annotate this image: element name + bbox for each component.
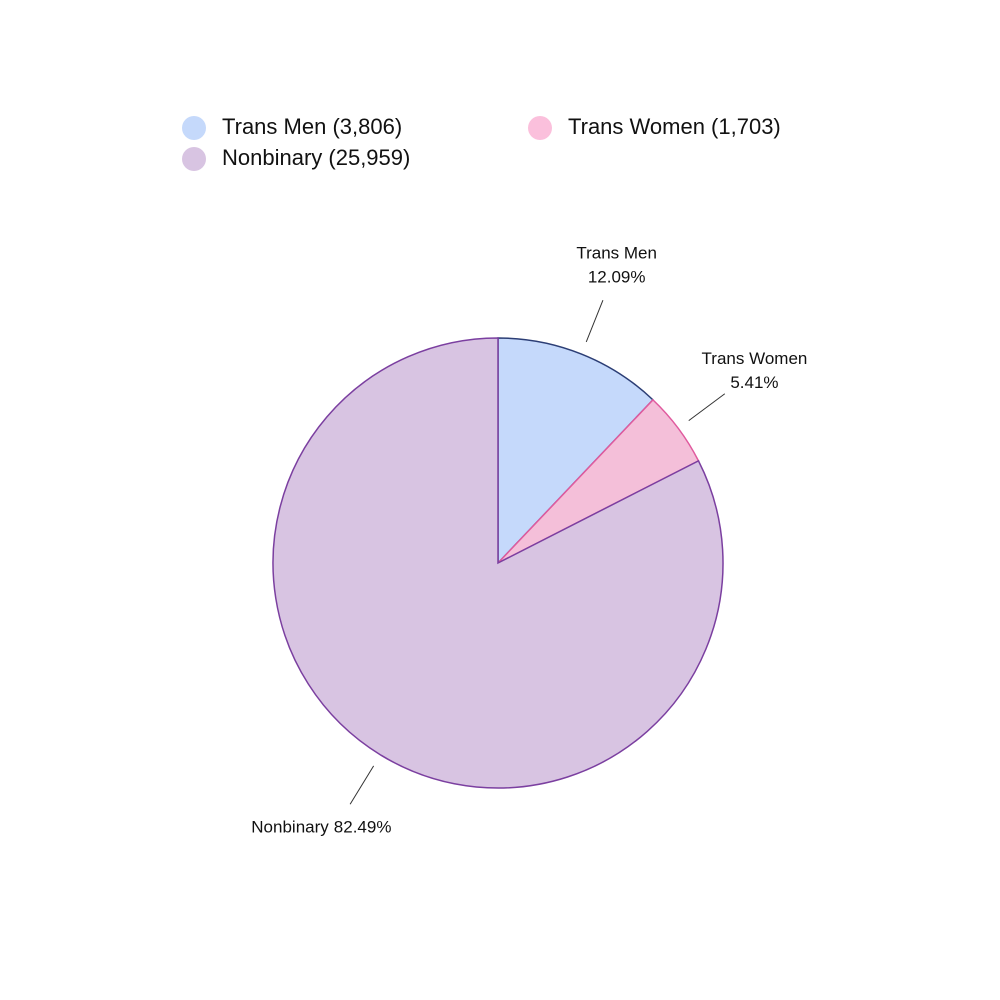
legend-swatch [182,147,206,171]
legend-label: Trans Men (3,806) [222,114,402,139]
data-label-value: 5.41% [730,373,778,392]
pie-slice [272,337,724,789]
pie-slice [497,337,655,565]
legend-label: Nonbinary (25,959) [222,145,410,170]
legend-swatch [528,116,552,140]
leader-line [688,393,726,422]
data-label-name: Nonbinary [251,817,329,836]
data-label-value: 12.09% [588,267,646,286]
data-label-name: Trans Women [702,349,808,368]
legend-label: Trans Women (1,703) [568,114,781,139]
data-label-value: 82.49% [334,817,392,836]
data-label-name: Trans Men [576,243,657,262]
leader-line [585,299,604,343]
legend-swatch [182,116,206,140]
leader-line [349,765,375,805]
